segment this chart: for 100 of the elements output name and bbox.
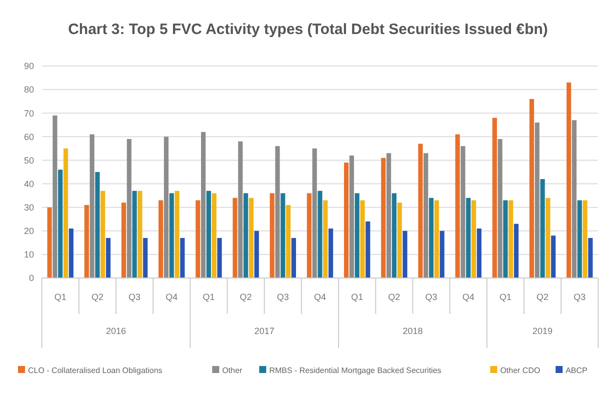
x-tick-label: Q4 [166,292,178,302]
chart-title: Chart 3: Top 5 FVC Activity types (Total Debt Securities Issued €bn) [68,21,548,38]
x-tick-label: Q1 [202,292,215,302]
bar [514,224,519,278]
bar [106,238,111,278]
legend-label: CLO - Collateralised Loan Obligations [28,366,162,375]
bar [164,136,169,278]
bar [354,193,360,278]
x-tick-label: Q3 [128,292,141,302]
bar [503,200,508,278]
bar [201,132,206,278]
bar [471,200,476,278]
bar [58,170,63,278]
bar [328,228,334,278]
bar [577,200,582,278]
x-tick-label: Q2 [388,292,400,302]
bar [291,238,296,278]
bar [63,148,68,278]
bar [386,153,392,278]
y-tick-label: 70 [24,108,34,118]
bar [143,238,148,278]
y-tick-label: 40 [24,178,34,189]
bar [551,236,556,278]
x-tick-label: Q3 [574,292,586,302]
bar [174,190,180,278]
bar [397,202,402,278]
x-tick-label: Q4 [462,292,474,302]
bar [248,198,254,278]
bar [238,141,243,278]
text: 2019 [532,326,553,336]
bar [428,198,434,278]
bar [312,148,317,278]
bar [196,200,200,278]
bar [460,146,466,278]
x-tick-label: Q3 [425,292,438,302]
bar [498,139,502,278]
text: 2016 [106,326,126,336]
bar [323,200,328,278]
bar [466,198,471,278]
x-tick-label: Q2 [240,292,252,302]
x-tick-label: Q3 [276,292,289,302]
bar [95,172,100,278]
bar [534,122,540,278]
bar [169,193,174,278]
bar [349,156,354,278]
bar [318,190,322,278]
bar [418,144,423,278]
legend-label: RMBS - Residential Mortgage Backed Securities [269,366,442,375]
x-tick-label: Q1 [351,292,364,302]
x-tick-label: Q1 [54,292,66,302]
bar [212,193,216,278]
legend-label: Other CDO [500,366,540,375]
y-tick-label: 80 [24,84,34,95]
x-tick-label: Q1 [499,292,512,302]
bar [455,134,460,278]
bar [476,228,482,278]
bar [280,193,286,278]
bar [286,204,291,278]
y-tick-label: 60 [24,132,34,142]
y-tick-label: 50 [24,155,34,166]
bar [217,238,222,278]
bar [440,230,444,278]
bar [360,200,365,278]
bar [402,230,408,278]
bar [275,146,280,278]
legend-label: ABCP [566,366,588,375]
bar [492,118,497,278]
bar [306,193,312,278]
bar [244,193,248,278]
bar [344,162,349,278]
bar [138,190,142,278]
bar [529,98,534,278]
y-tick-label: 30 [24,202,34,212]
x-tick-label: Q4 [314,292,326,302]
bar [121,202,126,278]
y-tick-label: 90 [24,61,34,72]
x-tick-label: Q2 [536,292,549,302]
bar [572,120,577,278]
bar [232,198,238,278]
bar [392,193,396,278]
bar [132,190,137,278]
bar [588,238,593,278]
bar [546,198,550,278]
bar [582,200,588,278]
legend-label: Other [222,366,243,375]
text: 2018 [402,326,423,336]
bar [84,204,89,278]
bar [540,179,545,278]
bar [508,200,514,278]
bar [366,221,370,278]
x-tick-label: Q2 [91,292,104,302]
bar [158,200,164,278]
y-tick-label: 20 [24,226,34,236]
y-tick-label: 0 [28,273,34,284]
bar [47,207,52,278]
bar [68,228,74,278]
text: 2017 [254,326,274,336]
bar [206,190,212,278]
bar [254,230,259,278]
bar [381,158,386,278]
